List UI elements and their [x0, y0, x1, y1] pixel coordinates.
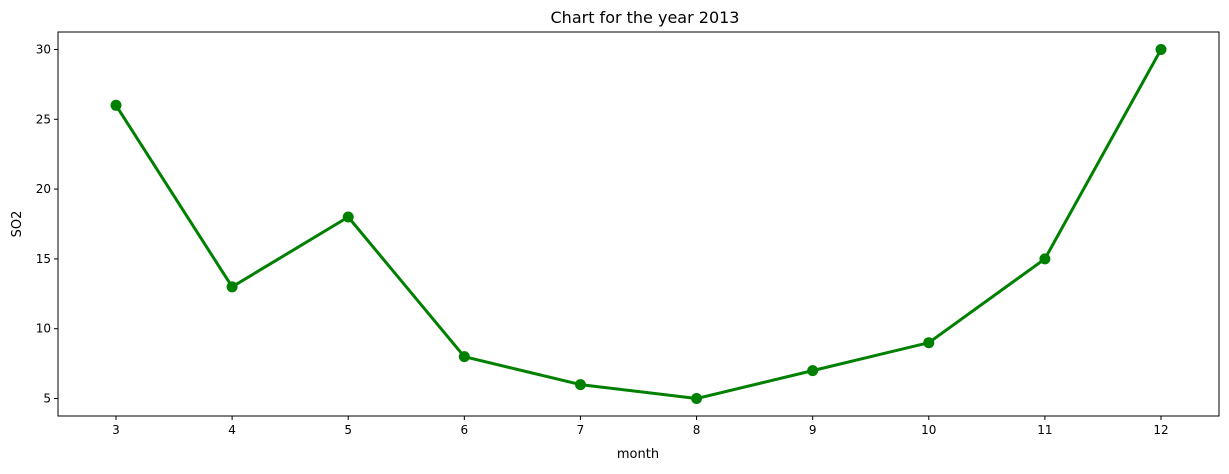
data-point-month-5	[342, 211, 354, 223]
x-tick-label: 3	[112, 423, 120, 437]
x-tick-label: 9	[809, 423, 817, 437]
y-tick-label: 10	[36, 322, 51, 336]
x-tick-label: 5	[344, 423, 352, 437]
series-line	[114, 47, 1163, 401]
chart-title: Chart for the year 2013	[551, 8, 740, 27]
data-point-month-11	[1039, 253, 1051, 265]
x-axis-label: month	[617, 447, 659, 462]
x-tick-label: 6	[461, 423, 469, 437]
data-point-month-7	[574, 379, 586, 391]
data-point-month-8	[691, 393, 703, 405]
x-tick-label: 4	[228, 423, 236, 437]
x-tick-label: 11	[1037, 423, 1052, 437]
data-point-month-10	[923, 337, 935, 349]
x-axis-ticks: 3 4 5 6 7 8 9 10 11 12	[112, 416, 1169, 437]
data-point-month-9	[807, 365, 819, 377]
y-tick-label: 5	[43, 392, 51, 406]
x-tick-label: 7	[577, 423, 585, 437]
plot-area-frame	[57, 31, 1220, 417]
data-point-month-6	[458, 351, 470, 363]
x-tick-label: 8	[693, 423, 701, 437]
y-axis-ticks: 5 10 15 20 25 30	[36, 42, 58, 406]
y-tick-label: 15	[36, 252, 51, 266]
data-point-month-4	[226, 281, 238, 293]
x-tick-label: 10	[921, 423, 936, 437]
series-layer	[110, 43, 1167, 405]
y-axis-label: SO2	[10, 211, 25, 238]
data-point-month-12	[1155, 43, 1167, 55]
x-tick-label: 12	[1153, 423, 1168, 437]
data-point-month-3	[110, 99, 122, 111]
y-tick-label: 20	[36, 182, 51, 196]
y-tick-label: 30	[36, 42, 51, 56]
y-tick-label: 25	[36, 112, 51, 126]
